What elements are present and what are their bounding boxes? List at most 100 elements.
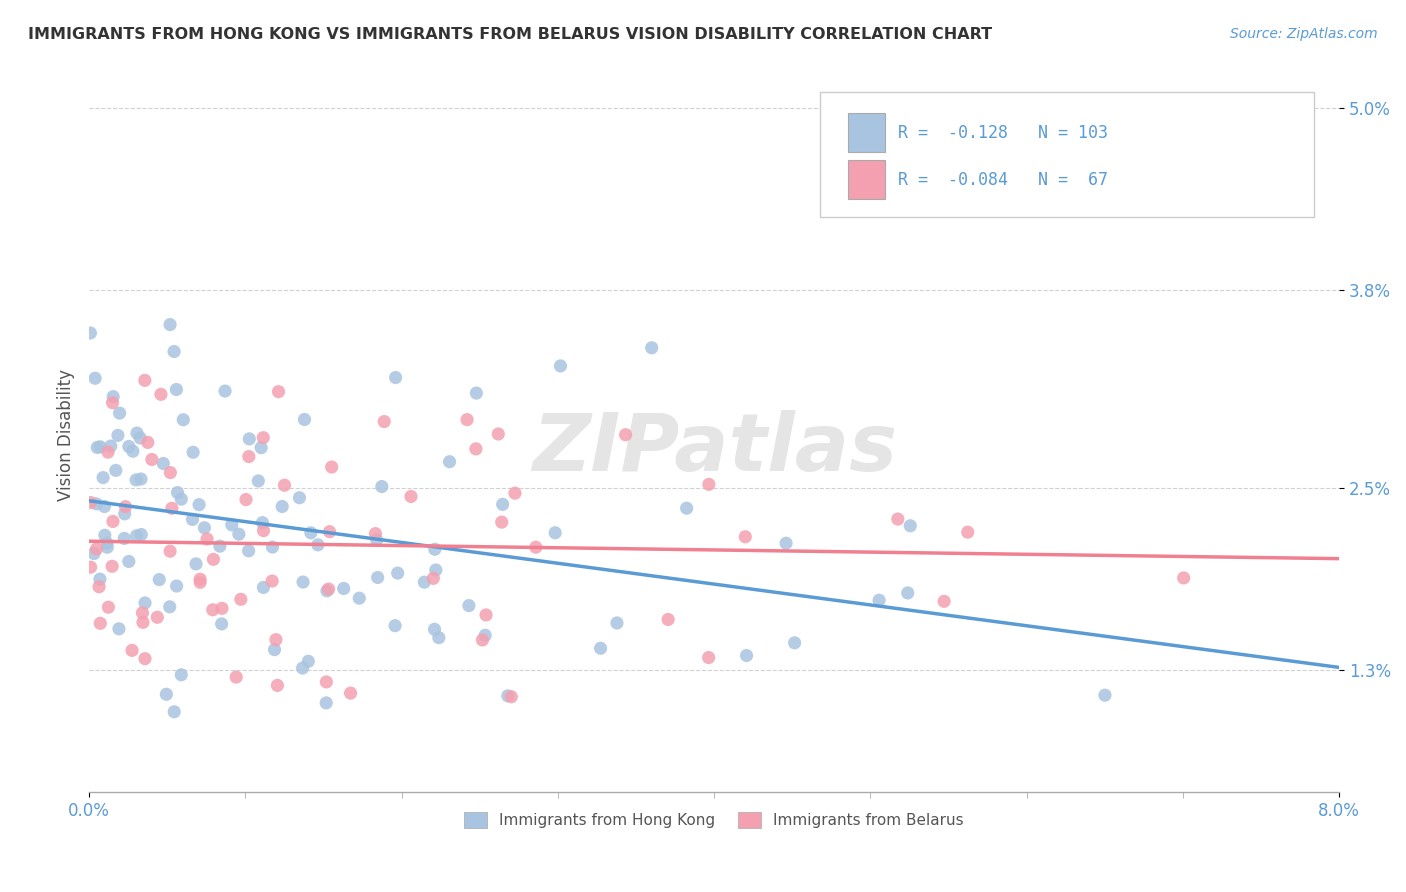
Point (589, 641, 612, 656)
Y-axis label: Vision Disability: Vision Disability (58, 368, 75, 500)
Point (159, 544, 181, 558)
Point (114, 507, 136, 521)
Point (471, 632, 494, 647)
Point (413, 575, 436, 590)
Point (118, 554, 141, 568)
Point (1094, 688, 1116, 702)
Point (475, 607, 498, 622)
Point (427, 631, 450, 645)
Point (159, 599, 181, 614)
Point (252, 431, 274, 445)
Point (163, 705, 186, 719)
Point (486, 427, 509, 442)
Point (228, 527, 250, 541)
Point (868, 593, 890, 607)
Point (166, 579, 188, 593)
Point (897, 586, 920, 600)
Point (97, 445, 120, 459)
Point (89, 440, 111, 454)
Point (152, 457, 174, 471)
Point (288, 491, 311, 505)
Point (657, 612, 679, 626)
Point (93, 500, 115, 514)
Text: IMMIGRANTS FROM HONG KONG VS IMMIGRANTS FROM BELARUS VISION DISABILITY CORRELATI: IMMIGRANTS FROM HONG KONG VS IMMIGRANTS … (28, 27, 993, 42)
Point (86, 441, 108, 455)
Point (339, 686, 361, 700)
Point (86, 541, 108, 556)
Point (439, 455, 461, 469)
Point (316, 583, 339, 598)
Point (181, 445, 204, 459)
Point (503, 486, 526, 500)
Point (697, 477, 720, 491)
Point (170, 492, 193, 507)
Point (155, 687, 177, 701)
Point (125, 473, 148, 487)
Point (79, 495, 101, 509)
Point (181, 512, 204, 526)
Point (349, 591, 371, 606)
Point (114, 500, 136, 514)
Point (373, 415, 395, 429)
Point (129, 472, 152, 486)
Point (211, 601, 233, 615)
Legend: Immigrants from Hong Kong, Immigrants from Belarus: Immigrants from Hong Kong, Immigrants fr… (458, 806, 970, 834)
Point (606, 615, 628, 630)
Point (79, 560, 101, 574)
Point (86, 497, 108, 511)
Point (496, 689, 519, 703)
Point (399, 490, 422, 504)
Point (266, 678, 288, 692)
Point (136, 435, 159, 450)
Point (898, 518, 921, 533)
Point (1173, 571, 1195, 585)
Point (214, 384, 236, 398)
Point (91, 470, 114, 484)
Point (318, 524, 340, 539)
Point (193, 521, 215, 535)
Point (129, 527, 152, 541)
Point (238, 450, 260, 464)
Point (501, 690, 523, 704)
Point (184, 557, 207, 571)
Point (247, 474, 270, 488)
Point (149, 387, 172, 401)
Point (252, 581, 274, 595)
Point (96, 541, 118, 555)
Text: R =  -0.084   N =  67: R = -0.084 N = 67 (898, 170, 1108, 188)
Point (159, 466, 181, 480)
Point (141, 452, 163, 467)
Point (195, 532, 218, 546)
Point (956, 525, 979, 540)
Point (735, 648, 758, 663)
Point (641, 341, 664, 355)
Point (371, 479, 394, 493)
Point (307, 538, 329, 552)
Point (132, 615, 155, 630)
Point (321, 460, 343, 475)
Point (315, 675, 337, 690)
Point (165, 383, 187, 397)
Point (87, 580, 110, 594)
Point (250, 441, 273, 455)
Point (384, 370, 406, 384)
Point (491, 515, 513, 529)
Point (267, 384, 290, 399)
Point (366, 533, 388, 547)
Point (79, 326, 101, 340)
Point (775, 536, 797, 550)
Point (118, 440, 141, 454)
Point (422, 571, 444, 585)
FancyBboxPatch shape (848, 113, 886, 153)
Point (252, 516, 274, 530)
Point (783, 636, 806, 650)
Point (108, 622, 131, 636)
Point (456, 412, 478, 426)
Point (367, 570, 389, 584)
Point (423, 622, 446, 636)
Point (112, 532, 135, 546)
Point (262, 540, 284, 554)
FancyBboxPatch shape (848, 160, 886, 199)
Text: R =  -0.128   N = 103: R = -0.128 N = 103 (898, 124, 1108, 142)
Point (425, 563, 447, 577)
